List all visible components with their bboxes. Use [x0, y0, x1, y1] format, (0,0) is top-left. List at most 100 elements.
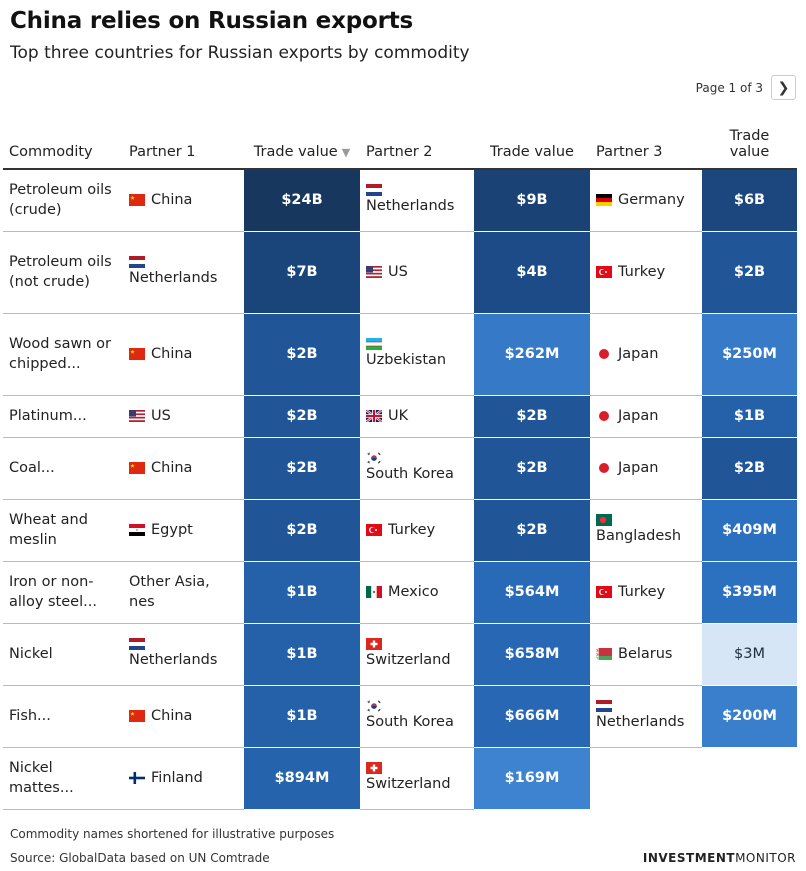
trade-value-label: $169M: [504, 770, 560, 786]
partner-name: Germany: [618, 192, 685, 209]
trade-value-3-cell: $409M: [702, 499, 797, 562]
trade-value-label: $658M: [504, 646, 560, 662]
table-row: Petroleum oils (crude) China $24B Netherlan…: [3, 169, 797, 232]
partner-label: Mexico: [366, 582, 468, 602]
trade-value-2-cell: $2B: [474, 437, 590, 500]
header-trade-value-3[interactable]: Trade value: [702, 112, 797, 170]
trade-value-label: $200M: [722, 708, 777, 724]
partner-label: Belarus: [596, 644, 696, 664]
china-flag-icon: [129, 462, 145, 474]
china-flag-icon: [129, 348, 145, 360]
turkey-flag-icon: [596, 586, 612, 598]
mexico-flag-icon: [366, 586, 382, 598]
commodity-cell: Petroleum oils (crude): [3, 169, 123, 232]
header-trade-value-1-label: Trade value: [253, 144, 338, 160]
commodity-cell: Nickel: [3, 623, 123, 686]
commodity-cell: Fish...: [3, 685, 123, 748]
trade-value-label: $409M: [722, 522, 777, 538]
partner-name: Other Asia, nes: [129, 574, 210, 610]
trade-table: Commodity Partner 1 Trade value ▼ Partner…: [3, 112, 797, 810]
trade-value-1-cell: $1B: [244, 561, 360, 624]
trade-value-1-cell: $2B: [244, 437, 360, 500]
partner-name: Uzbekistan: [366, 352, 447, 368]
partner-name: Switzerland: [366, 776, 451, 792]
trade-value-label: $2B: [516, 522, 548, 538]
us-flag-icon: [366, 266, 382, 278]
partner-label: Germany: [596, 190, 696, 210]
partner-label: Japan: [596, 406, 696, 426]
trade-value-3-cell: $3M: [702, 623, 797, 686]
partner-1-cell: US: [123, 395, 244, 438]
table-row: Coal... China $2B South Korea $2B Japan $2B: [3, 437, 797, 500]
table-row: Nickel mattes... Finland $894M Switzerland $…: [3, 747, 797, 810]
trade-value-label: $2B: [286, 346, 318, 362]
partner-3-cell: Japan: [590, 437, 702, 500]
partner-name: Switzerland: [366, 652, 451, 668]
table-row: Petroleum oils (not crude) Netherlands $7B…: [3, 231, 797, 314]
trade-value-3-cell: $2B: [702, 231, 797, 314]
trade-value-label: $2B: [286, 522, 318, 538]
belarus-flag-icon: [596, 648, 612, 660]
uk-flag-icon: [366, 410, 382, 422]
partner-1-cell: China: [123, 437, 244, 500]
trade-value-label: $6B: [733, 192, 766, 209]
header-partner-3[interactable]: Partner 3: [590, 112, 702, 170]
partner-label: Finland: [129, 768, 238, 788]
commodity-cell: Nickel mattes...: [3, 747, 123, 810]
table-row: Platinum... US $2B UK $2B Japan $1B: [3, 395, 797, 438]
partner-label: Netherlands: [129, 256, 238, 288]
egypt-flag-icon: [129, 524, 145, 536]
commodity-cell: Coal...: [3, 437, 123, 500]
japan-flag-icon: [599, 463, 609, 473]
partner-2-cell: Uzbekistan: [360, 313, 474, 396]
trade-value-label: $250M: [722, 346, 777, 362]
trade-value-2-cell: $169M: [474, 747, 590, 810]
partner-3-cell: Turkey: [590, 561, 702, 624]
partner-name: Netherlands: [596, 714, 685, 730]
bangladesh-flag-icon: [596, 514, 612, 526]
header-trade-value-2[interactable]: Trade value: [474, 112, 590, 170]
uzbekistan-flag-icon: [366, 338, 382, 350]
partner-name: Turkey: [618, 264, 666, 280]
partner-label: Other Asia, nes: [129, 572, 238, 612]
header-trade-value-1[interactable]: Trade value ▼: [244, 112, 360, 170]
trade-value-label: $2B: [733, 264, 766, 280]
trade-value-label: $3M: [734, 646, 765, 662]
footnote: Commodity names shortened for illustrati…: [10, 827, 335, 841]
trade-value-1-cell: $7B: [244, 231, 360, 314]
trade-value-2-cell: $262M: [474, 313, 590, 396]
trade-value-label: $7B: [286, 264, 318, 280]
trade-value-1-cell: $1B: [244, 623, 360, 686]
netherlands-flag-icon: [596, 700, 612, 712]
trade-value-label: $2B: [516, 460, 548, 476]
switzerland-flag-icon: [366, 762, 382, 774]
chevron-right-icon: ❯: [777, 79, 790, 96]
trade-value-1-cell: $1B: [244, 685, 360, 748]
partner-2-cell: UK: [360, 395, 474, 438]
partner-name: Finland: [151, 770, 203, 786]
partner-name: South Korea: [366, 466, 454, 482]
partner-label: China: [129, 458, 238, 478]
header-commodity[interactable]: Commodity: [3, 112, 123, 170]
header-partner-1[interactable]: Partner 1: [123, 112, 244, 170]
partner-2-cell: Switzerland: [360, 623, 474, 686]
header-partner-2[interactable]: Partner 2: [360, 112, 474, 170]
partner-name: Netherlands: [129, 652, 218, 668]
next-page-button[interactable]: ❯: [771, 75, 796, 100]
trade-value-1-cell: $894M: [244, 747, 360, 810]
partner-label: UK: [366, 406, 468, 426]
china-flag-icon: [129, 194, 145, 207]
chart-subtitle: Top three countries for Russian exports …: [10, 43, 470, 63]
partner-name: US: [388, 264, 408, 280]
partner-label: China: [129, 190, 238, 210]
trade-value-label: $1B: [286, 646, 318, 662]
partner-3-cell: Japan: [590, 395, 702, 438]
trade-value-2-cell: $666M: [474, 685, 590, 748]
partner-label: Switzerland: [366, 638, 468, 670]
partner-2-cell: US: [360, 231, 474, 314]
trade-value-label: $564M: [504, 584, 560, 600]
chart-title: China relies on Russian exports: [10, 8, 414, 34]
partner-label: South Korea: [366, 452, 468, 484]
trade-value-label: $395M: [722, 584, 777, 600]
partner-name: Japan: [618, 460, 659, 476]
